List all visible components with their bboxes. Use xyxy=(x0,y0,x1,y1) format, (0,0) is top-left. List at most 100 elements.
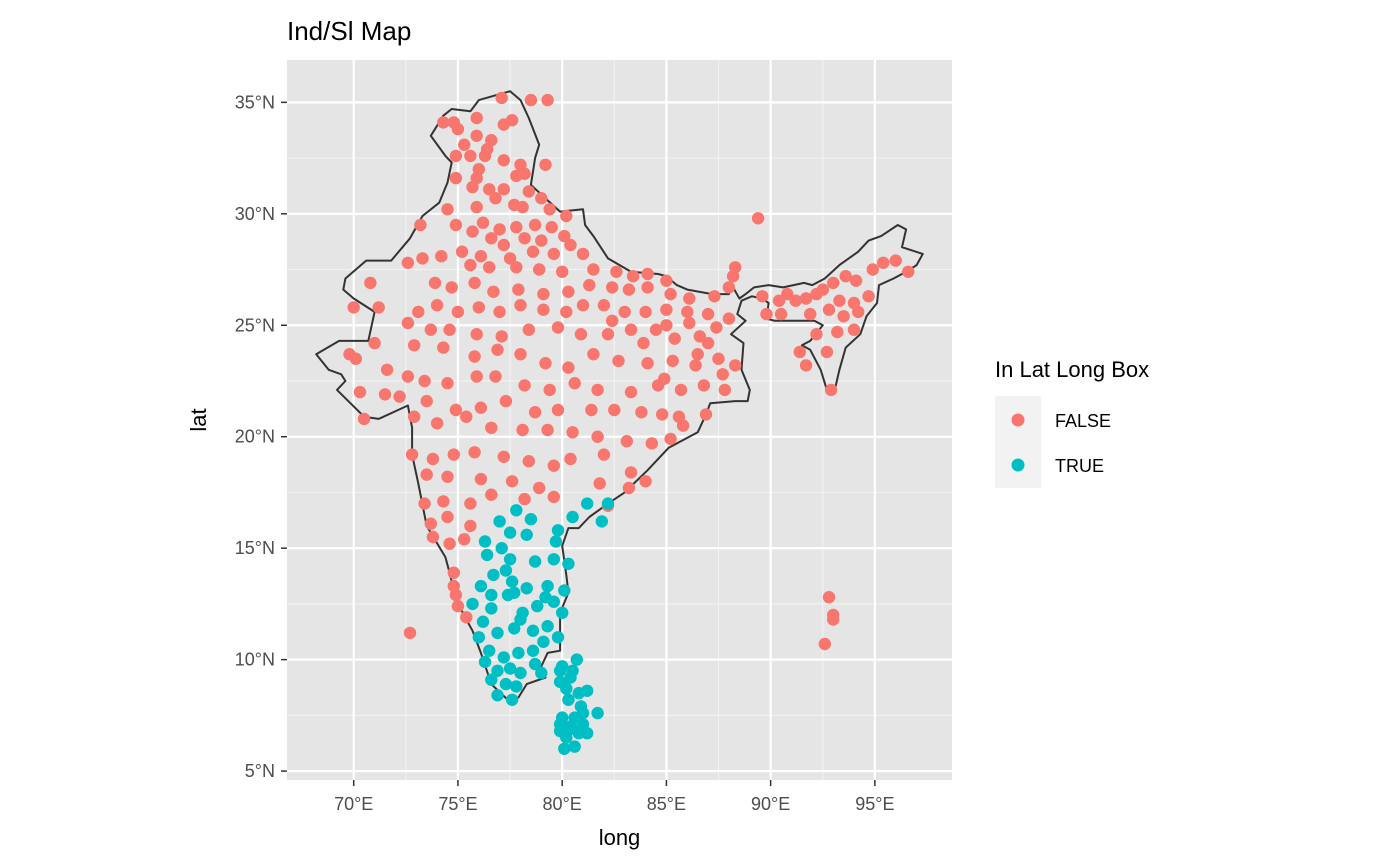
point-false xyxy=(681,305,694,319)
point-true xyxy=(531,599,544,613)
point-false xyxy=(449,218,463,232)
point-false xyxy=(516,200,529,214)
point-false xyxy=(524,93,538,107)
point-false xyxy=(412,305,425,319)
point-false xyxy=(645,437,658,450)
point-false xyxy=(612,354,625,368)
point-false xyxy=(568,377,581,390)
point-false xyxy=(551,321,565,334)
point-true xyxy=(497,651,510,664)
point-false xyxy=(610,265,623,278)
point-false xyxy=(458,138,471,151)
point-false xyxy=(441,377,454,390)
point-false xyxy=(539,158,552,171)
legend: In Lat Long Box FALSE TRUE xyxy=(995,357,1149,488)
point-false xyxy=(528,218,542,232)
point-false xyxy=(522,455,535,468)
point-false xyxy=(353,385,367,399)
india-boundary-outline xyxy=(315,90,924,703)
point-false xyxy=(566,426,579,439)
point-false xyxy=(401,316,415,330)
point-true xyxy=(526,644,540,657)
point-false xyxy=(831,325,844,339)
point-false xyxy=(420,394,433,408)
point-false xyxy=(472,301,485,314)
x-tick-label: 90°E xyxy=(751,794,790,814)
point-true xyxy=(485,673,498,686)
point-false xyxy=(697,379,711,392)
point-true xyxy=(570,653,583,666)
point-false xyxy=(464,497,477,510)
point-false xyxy=(449,171,463,185)
point-false xyxy=(418,374,431,388)
point-false xyxy=(474,250,488,263)
point-false xyxy=(683,292,696,305)
data-points xyxy=(343,91,915,755)
point-false xyxy=(587,263,600,276)
point-false xyxy=(485,421,498,434)
point-false xyxy=(491,343,504,356)
point-true xyxy=(510,504,523,517)
point-false xyxy=(455,245,469,258)
point-false xyxy=(862,290,875,303)
point-false xyxy=(716,368,729,381)
point-false xyxy=(635,406,648,419)
point-false xyxy=(485,232,498,245)
point-true xyxy=(520,582,533,595)
y-tick-label: 5°N xyxy=(245,761,275,781)
point-false xyxy=(564,452,577,466)
point-false xyxy=(729,359,742,372)
point-false xyxy=(847,323,861,336)
point-true xyxy=(520,528,533,541)
point-false xyxy=(889,254,902,267)
point-false xyxy=(710,321,723,334)
chart-title: Ind/Sl Map xyxy=(287,16,411,46)
point-true xyxy=(508,586,521,599)
point-false xyxy=(349,352,362,365)
point-true xyxy=(512,646,525,660)
point-false xyxy=(428,276,442,290)
point-false xyxy=(483,261,496,274)
point-false xyxy=(466,225,479,238)
point-false xyxy=(470,111,483,125)
point-true xyxy=(541,620,554,633)
point-false xyxy=(564,238,577,252)
point-false xyxy=(380,363,394,376)
point-false xyxy=(701,336,715,350)
point-false xyxy=(426,452,440,466)
point-true xyxy=(562,693,575,706)
point-false xyxy=(639,475,652,488)
point-false xyxy=(799,292,813,305)
point-false xyxy=(510,261,523,274)
point-false xyxy=(624,323,638,336)
point-false xyxy=(541,423,554,437)
point-true xyxy=(493,515,506,528)
point-true xyxy=(472,631,485,644)
y-tick-label: 20°N xyxy=(235,427,275,447)
point-false xyxy=(822,591,836,604)
point-false xyxy=(458,533,471,546)
legend-key-true xyxy=(1011,458,1025,472)
point-false xyxy=(608,403,621,417)
point-false xyxy=(551,403,565,417)
point-false xyxy=(510,221,523,234)
point-false xyxy=(624,466,638,479)
point-false xyxy=(660,303,673,316)
point-true xyxy=(581,684,594,697)
point-false xyxy=(522,323,535,336)
point-false xyxy=(658,372,671,385)
point-false xyxy=(435,250,448,263)
x-axis-title: long xyxy=(599,825,641,850)
point-true xyxy=(601,497,615,510)
point-false xyxy=(793,345,806,359)
point-false xyxy=(468,276,481,290)
point-true xyxy=(566,510,579,524)
point-true xyxy=(558,742,571,755)
point-true xyxy=(466,597,479,611)
x-tick-label: 95°E xyxy=(855,794,894,814)
point-false xyxy=(528,406,542,419)
point-false xyxy=(537,287,550,301)
point-false xyxy=(641,357,654,370)
legend-label-true: TRUE xyxy=(1055,456,1104,476)
